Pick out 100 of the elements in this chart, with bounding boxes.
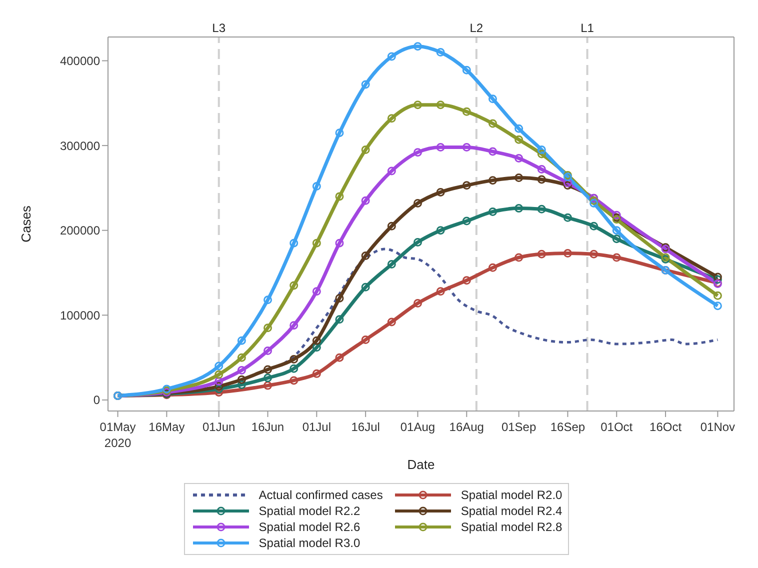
y-tick-label: 400000: [60, 54, 100, 68]
point: [413, 100, 422, 110]
point: [413, 42, 422, 51]
point: [290, 364, 298, 373]
x-tick-label: 01Aug: [400, 420, 436, 434]
point: [713, 272, 722, 282]
point: [436, 100, 445, 110]
x-tick-label: 01Nov: [700, 420, 736, 434]
point: [264, 324, 272, 332]
point: [387, 222, 396, 230]
point: [514, 174, 524, 182]
point: [563, 213, 572, 222]
point: [537, 204, 546, 214]
x-tick-label: 01May 2020: [100, 420, 136, 450]
y-tick-label: 200000: [60, 224, 100, 238]
point: [335, 192, 344, 201]
point: [563, 249, 572, 258]
point: [514, 124, 524, 133]
x-tick-label: 01Sep: [501, 420, 536, 434]
point: [514, 154, 524, 163]
point: [264, 296, 272, 304]
point: [462, 107, 471, 116]
legend-label: Actual confirmed cases: [258, 488, 383, 502]
point: [214, 388, 224, 397]
point: [387, 318, 396, 326]
x-tick-label: 01Oct: [600, 420, 634, 434]
point: [488, 94, 497, 104]
point: [436, 226, 445, 235]
legend-label: Spatial model R2.4: [460, 504, 562, 518]
point: [413, 238, 422, 246]
point: [237, 380, 246, 389]
point: [436, 287, 445, 296]
point: [462, 276, 471, 285]
point: [290, 281, 298, 290]
x-tick-label: 16May: [148, 420, 185, 434]
point: [713, 275, 722, 284]
point: [312, 343, 321, 352]
ref-line-label: L1: [580, 21, 594, 35]
point: [713, 291, 722, 300]
point: [361, 80, 370, 89]
y-tick-label: 100000: [60, 308, 100, 322]
legend-label: Spatial model R3.0: [258, 536, 360, 550]
point: [312, 336, 321, 345]
point: [361, 252, 370, 260]
legend-label: Spatial model R2.8: [460, 520, 562, 534]
point: [436, 48, 445, 57]
legend-label: Spatial model R2.0: [460, 488, 562, 502]
legend-label: Spatial model R2.2: [258, 504, 360, 518]
point: [387, 260, 396, 269]
point: [361, 146, 370, 154]
point: [488, 207, 497, 216]
point: [290, 238, 298, 248]
point: [590, 196, 598, 205]
point: [335, 315, 344, 324]
legend-label: Spatial model R2.6: [258, 520, 360, 534]
point: [612, 226, 621, 235]
point: [537, 250, 546, 258]
y-axis-title: Cases: [18, 205, 34, 242]
point: [488, 263, 497, 272]
point: [214, 382, 224, 391]
point: [237, 366, 246, 375]
point: [264, 365, 272, 374]
x-tick-label: 01Jul: [302, 420, 332, 434]
point: [462, 143, 471, 152]
point: [413, 148, 422, 157]
point: [312, 369, 321, 378]
x-tick-label: 16Jun: [251, 420, 284, 434]
point: [387, 166, 396, 176]
point: [335, 128, 344, 138]
ref-line-label: L2: [470, 21, 484, 35]
point: [264, 374, 272, 382]
point: [713, 302, 722, 310]
point: [413, 299, 422, 308]
point: [264, 381, 272, 390]
point: [590, 222, 598, 230]
point: [290, 376, 298, 385]
point: [413, 198, 422, 208]
point: [514, 253, 524, 262]
point: [214, 362, 224, 370]
point: [335, 238, 344, 248]
point: [537, 146, 546, 154]
point: [237, 353, 246, 362]
point: [387, 114, 396, 123]
y-tick-label: 300000: [60, 138, 100, 153]
point: [264, 346, 272, 356]
point: [335, 353, 344, 362]
point: [312, 182, 321, 191]
point: [590, 250, 598, 258]
point: [214, 384, 224, 394]
point: [361, 282, 370, 292]
point: [488, 147, 497, 156]
x-tick-label: 16Oct: [650, 420, 682, 434]
point: [312, 287, 321, 296]
point: [488, 119, 497, 128]
point: [514, 204, 524, 213]
point: [237, 336, 246, 345]
point: [214, 377, 224, 386]
point: [612, 234, 621, 244]
x-tick-label: 01Jun: [202, 420, 236, 434]
point: [361, 196, 370, 205]
